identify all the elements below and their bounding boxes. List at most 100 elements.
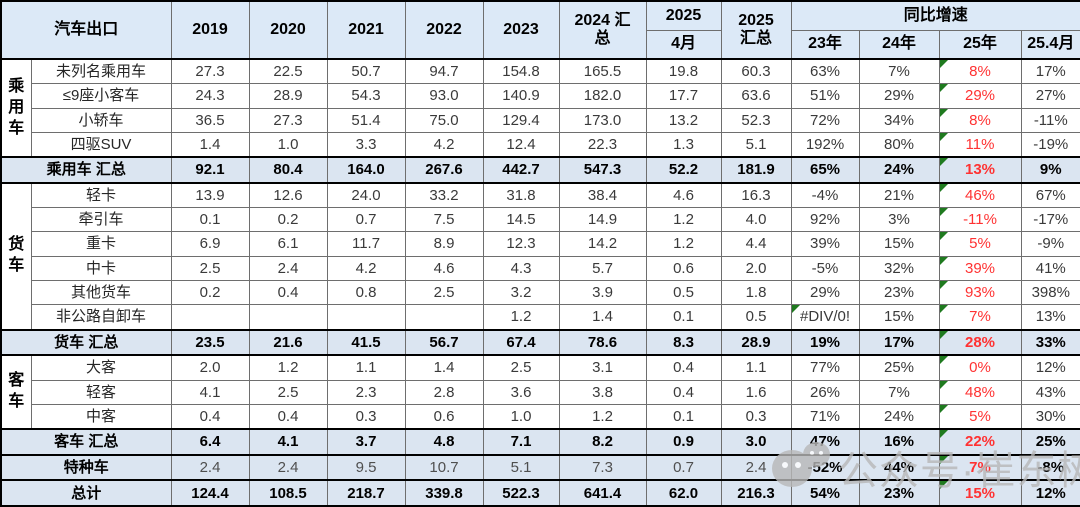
table-cell: 14.5 — [482, 207, 560, 233]
table-cell: 4.0 — [720, 207, 792, 233]
row-label: 其他货车 — [30, 279, 172, 306]
table-cell: 154.8 — [482, 58, 560, 85]
table-row: 中客 0.4 0.4 0.3 0.6 1.0 1.2 0.1 0.3 71% 24% 5% 30% — [1, 403, 1080, 430]
table-cell: 47% — [790, 428, 860, 456]
row-label: 大客 — [30, 354, 172, 381]
table-cell: 0.5 — [645, 279, 722, 306]
row-label: 轻卡 — [30, 182, 172, 209]
col-header-2020: 2020 — [248, 0, 328, 60]
table-cell: 67% — [1020, 182, 1080, 209]
table-cell: 0.6 — [645, 255, 722, 281]
row-label: 轻客 — [30, 379, 172, 405]
header-row-1: 汽车出口 2019 2020 2021 2022 2023 2024 汇总 20… — [0, 0, 1080, 60]
table-cell: 28.9 — [248, 83, 328, 109]
col-header-growth-25apr: 25.4月 — [1020, 29, 1080, 60]
table-cell: 0.7 — [326, 207, 406, 233]
table-cell: 30% — [1020, 403, 1080, 430]
col-header-2019: 2019 — [170, 0, 250, 60]
table-cell: -8% — [1020, 453, 1080, 482]
table-row: 货车 轻卡 13.9 12.6 24.0 33.2 31.8 38.4 4.6 16.3 -4% 21… — [0, 182, 1080, 331]
table-row: 牵引车 0.1 0.2 0.7 7.5 14.5 14.9 1.2 4.0 92% 3% -11% -1… — [1, 207, 1080, 233]
table-cell: 33% — [1020, 328, 1080, 357]
table-cell: 24% — [858, 403, 940, 430]
table-cell: 78.6 — [558, 328, 647, 357]
table-cell: 19.8 — [645, 58, 722, 85]
header-row-2: 4月 23年 24年 25年 25.4月 — [1, 29, 1080, 60]
table-cell: 25% — [1020, 428, 1080, 456]
table-cell: 92% — [790, 207, 860, 233]
table-cell: 2.0 — [170, 354, 250, 381]
table-cell: 62.0 — [645, 479, 722, 507]
table-cell: 442.7 — [482, 156, 560, 184]
table-cell: 8.2 — [558, 428, 647, 456]
table-cell: 24.3 — [170, 83, 250, 109]
table-cell: 398% — [1020, 279, 1080, 306]
table-cell: 56.7 — [404, 328, 484, 357]
table-cell: 72% — [790, 107, 860, 133]
table-cell: 92.1 — [170, 156, 250, 184]
col-header-2022: 2022 — [404, 0, 484, 60]
table-cell: 2.4 — [720, 453, 792, 482]
table-cell: 52.2 — [645, 156, 722, 184]
row-label: 乘用车 汇总 — [0, 156, 172, 184]
table-cell: 7.1 — [482, 428, 560, 456]
table-cell: 51% — [790, 83, 860, 109]
table-cell: 7.5 — [404, 207, 484, 233]
table-cell: 12% — [1020, 479, 1080, 507]
row-label: 总计 — [0, 479, 172, 507]
table-cell: 192% — [790, 131, 860, 158]
table-cell: 50.7 — [326, 58, 406, 85]
table-cell: 48% — [938, 379, 1022, 405]
table-cell: 15% — [858, 304, 940, 331]
table-cell: 28% — [938, 328, 1022, 357]
table-cell: 0.6 — [404, 403, 484, 430]
table-cell: 0.4 — [248, 279, 328, 306]
table-cell: 36.5 — [170, 107, 250, 133]
table-cell: -52% — [790, 453, 860, 482]
table-cell: 17% — [1020, 58, 1080, 85]
table-cell: #DIV/0! — [790, 304, 860, 331]
col-header-2025-april: 4月 — [645, 29, 722, 60]
table-cell: 9% — [1020, 156, 1080, 184]
table-cell — [326, 304, 406, 331]
table-row: 小轿车 36.5 27.3 51.4 75.0 129.4 173.0 13.2 52.3 72%… — [1, 107, 1080, 133]
col-header-2025-total: 2025 汇总 — [720, 0, 792, 60]
table-cell: 0% — [938, 354, 1022, 381]
table-cell: 28.9 — [720, 328, 792, 357]
table-cell: 140.9 — [482, 83, 560, 109]
table-cell: 1.1 — [326, 354, 406, 381]
col-header-2024-total-label: 2024 汇总 — [574, 11, 631, 47]
table-cell: 0.4 — [170, 403, 250, 430]
table-cell: 3.8 — [558, 379, 647, 405]
table-cell — [404, 304, 484, 331]
col-header-2021: 2021 — [326, 0, 406, 60]
table-cell: 39% — [938, 255, 1022, 281]
table-cell: 21% — [858, 182, 940, 209]
table-cell: 63% — [790, 58, 860, 85]
table-body: 乘用车 未列名乘用车 27.3 22.5 50.7 94.7 154.8 165.5 19.8 6… — [0, 57, 1080, 507]
table-title: 汽车出口 — [0, 0, 172, 60]
table-cell: 38.4 — [558, 182, 647, 209]
table-cell: 26% — [790, 379, 860, 405]
table-cell: -9% — [1020, 231, 1080, 257]
table-cell: 23.5 — [170, 328, 250, 357]
table-cell: 22.3 — [558, 131, 647, 158]
table-cell: 5% — [938, 403, 1022, 430]
table-cell: 39% — [790, 231, 860, 257]
table-cell: 23% — [858, 479, 940, 507]
table-cell: 22.5 — [248, 58, 328, 85]
table-cell: 16.3 — [720, 182, 792, 209]
table-cell: 0.8 — [326, 279, 406, 306]
table-cell: 6.9 — [170, 231, 250, 257]
table-cell: 12.4 — [482, 131, 560, 158]
table-cell: 164.0 — [326, 156, 406, 184]
table-cell: 3.2 — [482, 279, 560, 306]
table-cell: 1.4 — [170, 131, 250, 158]
table-cell: 1.6 — [720, 379, 792, 405]
table-cell: 182.0 — [558, 83, 647, 109]
table-cell: 0.1 — [170, 207, 250, 233]
table-cell: 43% — [1020, 379, 1080, 405]
table-cell: 2.4 — [170, 453, 250, 482]
table-row: 其他货车 0.2 0.4 0.8 2.5 3.2 3.9 0.5 1.8 29% 23% 93% 398… — [1, 279, 1080, 306]
